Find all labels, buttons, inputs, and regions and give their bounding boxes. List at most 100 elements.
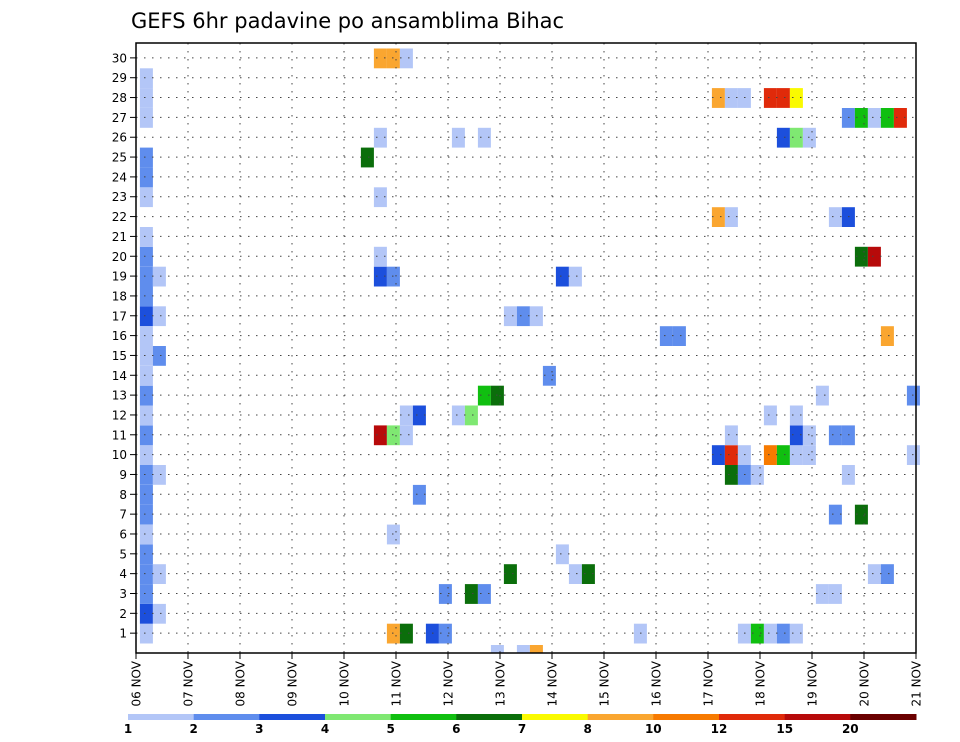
colorbar-label: 7: [518, 722, 526, 736]
heatmap-cell: [750, 623, 764, 644]
x-tick-label: 15 NOV: [598, 660, 612, 706]
heatmap-cell: [360, 147, 374, 168]
heatmap-cell: [841, 425, 855, 446]
colorbar-swatch: [325, 714, 392, 720]
heatmap-cell: [789, 127, 803, 148]
y-tick-label: 26: [112, 131, 127, 145]
colorbar-swatch: [390, 714, 457, 720]
heatmap-cell: [841, 207, 855, 227]
heatmap-cell: [399, 48, 413, 69]
x-tick-label: 08 NOV: [234, 660, 248, 706]
plot-frame: [135, 42, 917, 654]
y-tick-label: 15: [112, 349, 127, 363]
heatmap-cell: [763, 405, 777, 426]
heatmap-cell: [828, 504, 842, 525]
x-tick-label: 10 NOV: [338, 660, 352, 706]
heatmap-cell: [139, 306, 153, 327]
heatmap-cell: [828, 584, 842, 604]
heatmap-cell: [477, 127, 491, 148]
heatmap-cell: [763, 445, 777, 465]
heatmap-cell: [152, 306, 166, 327]
heatmap-cell: [139, 346, 153, 366]
y-tick-label: 8: [119, 488, 127, 502]
heatmap-cell: [841, 108, 855, 128]
heatmap-cell: [139, 326, 153, 346]
colorbar-swatch: [653, 714, 720, 720]
heatmap-cell: [828, 425, 842, 446]
x-tick-label: 16 NOV: [650, 660, 664, 706]
x-tick-label: 21 NOV: [910, 660, 924, 706]
y-tick-label: 21: [112, 230, 127, 244]
heatmap-cell: [139, 465, 153, 485]
x-tick-label: 18 NOV: [754, 660, 768, 706]
colorbar-label: 1: [124, 722, 132, 736]
heatmap-cell: [139, 603, 153, 624]
y-tick-label: 22: [112, 210, 127, 224]
heatmap-cell: [880, 108, 894, 128]
x-tick-label: 06 NOV: [130, 660, 144, 706]
heatmap-cell: [711, 88, 725, 108]
heatmap-cell: [503, 564, 517, 584]
heatmap-cell: [139, 88, 153, 108]
heatmap-cell: [152, 564, 166, 584]
y-tick-label: 2: [119, 607, 127, 621]
y-tick-label: 19: [112, 270, 127, 284]
y-tick-label: 24: [112, 170, 127, 184]
x-tick-label: 07 NOV: [182, 660, 196, 706]
y-tick-label: 12: [112, 408, 127, 422]
heatmap-cell: [568, 564, 582, 584]
heatmap-cell: [854, 108, 868, 128]
colorbar-swatch: [784, 714, 851, 720]
colorbar-label: 3: [255, 722, 263, 736]
x-tick-label: 14 NOV: [546, 660, 560, 706]
heatmap-cell: [139, 246, 153, 267]
colorbar-label: 10: [645, 722, 662, 736]
heatmap-cell: [152, 465, 166, 485]
y-axis: 1234567891011121314151617181920212223242…: [112, 51, 136, 641]
heatmap-cell: [581, 564, 595, 584]
y-tick-label: 20: [112, 250, 127, 264]
heatmap-cell: [724, 88, 738, 108]
y-tick-label: 14: [112, 369, 127, 383]
heatmap-cell: [724, 207, 738, 227]
heatmap-cell: [880, 564, 894, 584]
heatmap-cell: [763, 88, 777, 108]
heatmap-cell: [438, 623, 452, 644]
heatmap-cell: [139, 425, 153, 446]
y-tick-label: 3: [119, 587, 127, 601]
heatmap-cell: [139, 147, 153, 168]
heatmap-cell: [555, 544, 569, 565]
heatmap-cell: [139, 445, 153, 465]
chart-title: GEFS 6hr padavine po ansamblima Bihac: [131, 9, 564, 33]
y-tick-label: 9: [119, 468, 127, 482]
heatmap-cell: [516, 645, 530, 653]
colorbar-swatch: [456, 714, 523, 720]
x-tick-label: 17 NOV: [702, 660, 716, 706]
heatmap-cell: [139, 524, 153, 545]
y-tick-label: 23: [112, 190, 127, 204]
heatmap-cell: [451, 405, 465, 426]
colorbar-swatch: [522, 714, 589, 720]
heatmap-cell: [399, 425, 413, 446]
heatmap-cell: [139, 365, 153, 386]
colorbar-label: 12: [711, 722, 728, 736]
y-tick-label: 16: [112, 329, 127, 343]
heatmap-cell: [724, 425, 738, 446]
heatmap-cell: [776, 88, 790, 108]
heatmap-cell: [386, 524, 400, 545]
colorbar-label: 5: [387, 722, 395, 736]
y-tick-label: 5: [119, 547, 127, 561]
heatmap-cells: [139, 48, 920, 653]
heatmap-cell: [152, 346, 166, 366]
heatmap-cell: [412, 405, 426, 426]
heatmap-cell: [152, 603, 166, 624]
heatmap-cell: [711, 445, 725, 465]
heatmap-cell: [490, 645, 504, 653]
heatmap-cell: [451, 127, 465, 148]
colorbar-swatch: [587, 714, 654, 720]
heatmap-cell: [139, 266, 153, 287]
heatmap-cell: [659, 326, 673, 346]
heatmap-cell: [139, 544, 153, 565]
heatmap-cell: [152, 266, 166, 287]
heatmap-cell: [503, 306, 517, 327]
